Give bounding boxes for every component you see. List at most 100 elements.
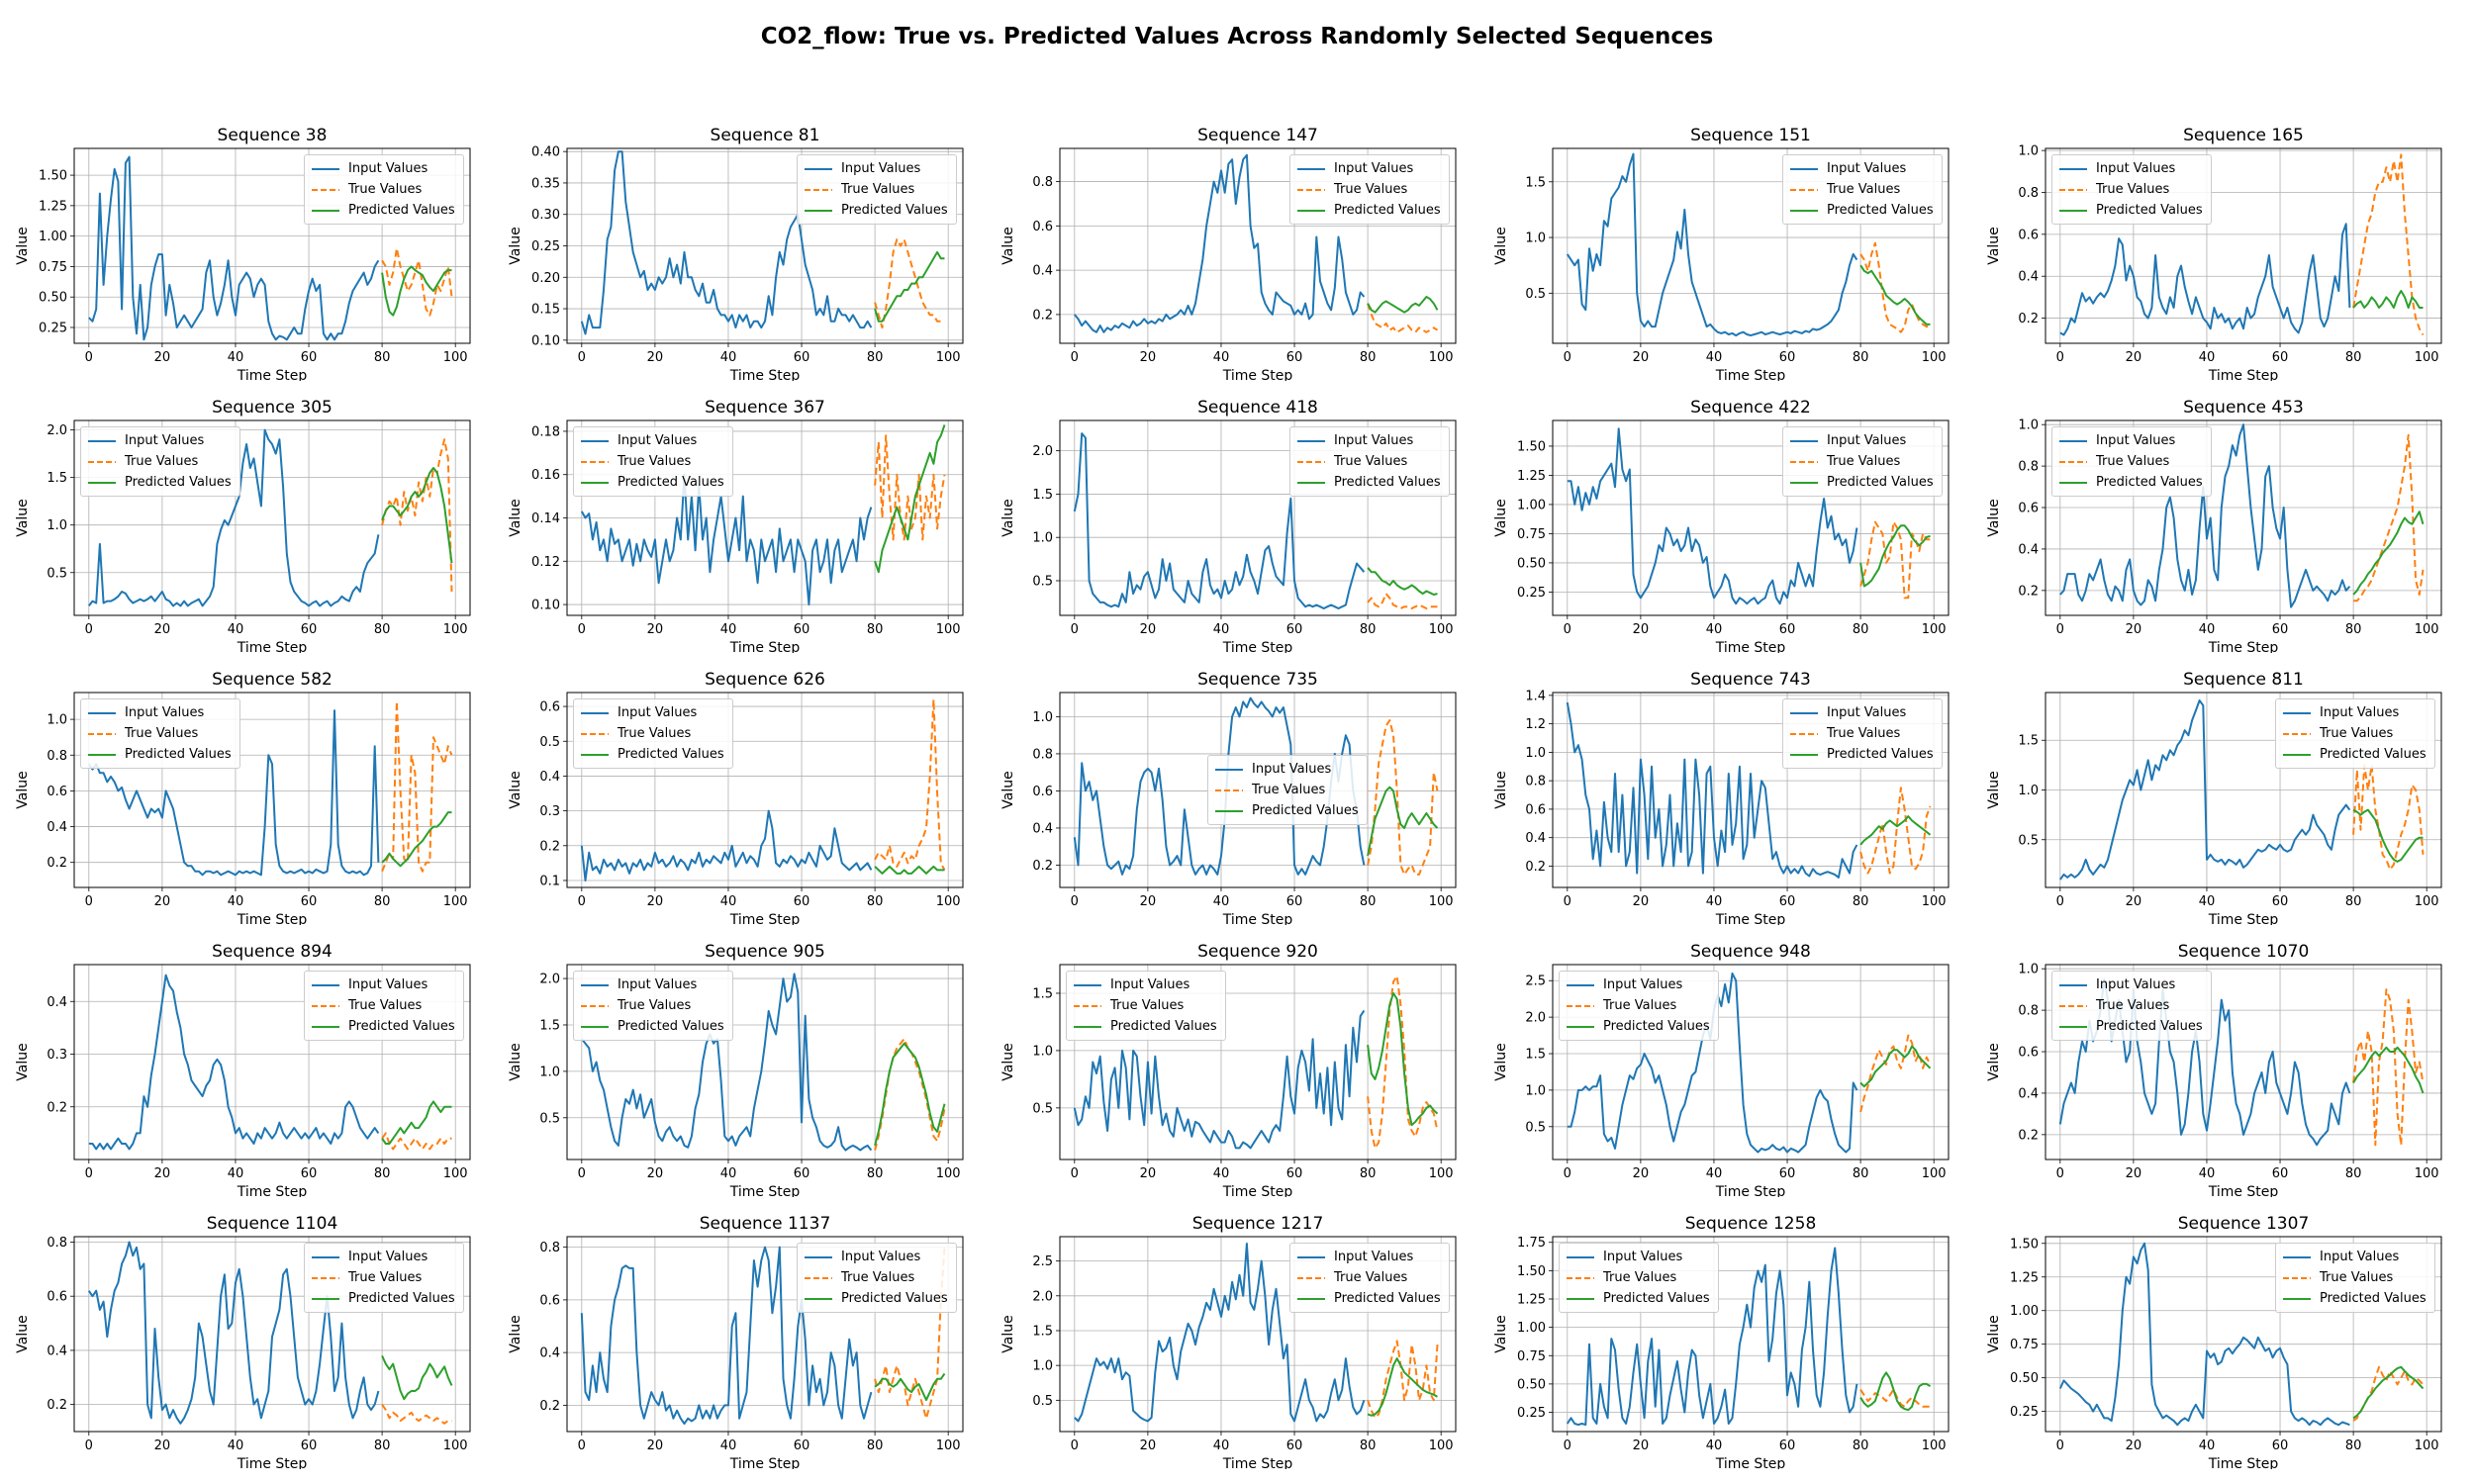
legend-item: Predicted Values — [1214, 800, 1359, 821]
x-tick-label: 20 — [647, 350, 664, 365]
y-tick-label: 0.2 — [2018, 1128, 2039, 1143]
legend-label: True Values — [2096, 998, 2170, 1013]
x-tick-label: 100 — [443, 622, 468, 637]
legend-swatch — [1567, 1276, 1594, 1279]
legend-swatch — [2059, 188, 2087, 191]
legend-item: Input Values — [1789, 430, 1934, 451]
x-tick-label: 100 — [1922, 1438, 1947, 1453]
y-tick-label: 0.14 — [531, 511, 560, 526]
x-tick-label: 40 — [720, 622, 737, 637]
series-line-predicted-values — [2352, 290, 2424, 309]
legend-item: Predicted Values — [2058, 472, 2203, 493]
x-axis-label: Time Step — [237, 1184, 308, 1197]
x-tick-label: 20 — [154, 894, 171, 909]
series-line-input-values — [580, 473, 873, 606]
legend-item: Input Values — [1296, 430, 1441, 451]
legend-label: Input Values — [618, 705, 698, 720]
x-tick-label: 100 — [1922, 622, 1947, 637]
x-axis-label: Time Step — [1222, 912, 1293, 925]
legend-label: Predicted Values — [348, 1019, 455, 1034]
legend-swatch — [1297, 167, 1325, 170]
y-tick-label: 0.10 — [531, 599, 560, 613]
legend-item: Input Values — [311, 1247, 455, 1267]
legend-swatch — [1567, 1004, 1594, 1007]
legend-label: Input Values — [1827, 433, 1907, 448]
legend-item: Predicted Values — [2282, 744, 2426, 765]
axes-frame — [566, 692, 964, 888]
x-tick-label: 0 — [2056, 1166, 2064, 1181]
legend-label: Input Values — [841, 161, 921, 176]
subplot: Sequence 367 0 20 40 60 80 100 0.10 0.12 0.14 0.16… — [493, 381, 986, 653]
legend-item: Input Values — [1789, 158, 1934, 179]
x-tick-label: 0 — [85, 1438, 93, 1453]
x-tick-label: 40 — [1706, 1166, 1723, 1181]
legend: Input Values True Values Predicted Values — [304, 1243, 464, 1313]
x-tick-label: 40 — [228, 894, 244, 909]
x-tick-label: 40 — [1213, 1166, 1230, 1181]
y-tick-label: 0.6 — [2018, 502, 2039, 516]
x-tick-label: 80 — [374, 622, 391, 637]
x-tick-label: 100 — [2415, 1166, 2439, 1181]
series-line-true-values — [1859, 241, 1931, 333]
legend-swatch — [312, 1255, 339, 1258]
x-tick-label: 100 — [936, 350, 961, 365]
legend-item: Predicted Values — [580, 1016, 724, 1037]
series-line-predicted-values — [1859, 1045, 1932, 1088]
x-tick-label: 40 — [720, 894, 737, 909]
legend-swatch — [1790, 732, 1818, 735]
legend-label: Predicted Values — [1827, 747, 1934, 762]
x-tick-label: 80 — [1360, 622, 1377, 637]
x-tick-label: 40 — [2199, 894, 2216, 909]
y-tick-label: 0.2 — [1032, 308, 1053, 323]
x-tick-label: 40 — [1706, 350, 1723, 365]
legend-label: Predicted Values — [1334, 475, 1441, 490]
x-tick-label: 40 — [720, 350, 737, 365]
axes-frame — [1552, 419, 1950, 616]
y-tick-label: 0.4 — [539, 1346, 560, 1361]
y-tick-label: 0.6 — [1032, 785, 1053, 799]
legend-label: Predicted Values — [1603, 1019, 1710, 1034]
legend-label: Predicted Values — [1334, 203, 1441, 218]
subplot-svg: Sequence 948 0 20 40 60 80 100 0.5 1.0 1.5 2.0 2.5 T… — [1493, 942, 1950, 1197]
x-tick-label: 40 — [1213, 894, 1230, 909]
legend: Input Values True Values Predicted Values — [304, 154, 464, 225]
axes-frame — [73, 1236, 471, 1433]
legend-item: Input Values — [580, 430, 724, 451]
y-tick-label: 0.6 — [539, 700, 560, 715]
subplot-title: Sequence 418 — [1197, 398, 1318, 417]
legend-item: Predicted Values — [804, 1288, 948, 1309]
series-line-input-values — [2059, 223, 2351, 336]
x-tick-label: 100 — [936, 894, 961, 909]
subplot: Sequence 38 0 20 40 60 80 100 0.25 0.50 0.75 1.00 1… — [0, 109, 493, 381]
y-tick-label: 1.5 — [1032, 1324, 1053, 1339]
y-tick-label: 1.0 — [47, 713, 67, 728]
subplot: Sequence 811 0 20 40 60 80 100 0.5 1.0 1.5 Time St… — [1971, 653, 2464, 925]
y-tick-label: 1.0 — [1032, 1044, 1053, 1059]
x-tick-label: 20 — [154, 1166, 171, 1181]
y-tick-label: 1.5 — [1032, 986, 1053, 1001]
legend-item: True Values — [1296, 1267, 1441, 1288]
legend-label: True Values — [1827, 454, 1901, 469]
subplot-svg: Sequence 418 0 20 40 60 80 100 0.5 1.0 1.5 2.0 Time… — [1000, 398, 1457, 653]
legend: Input Values True Values Predicted Values — [573, 698, 733, 769]
series-line-predicted-values — [1367, 1357, 1438, 1417]
x-tick-label: 20 — [1633, 1166, 1650, 1181]
legend-swatch — [1074, 1025, 1101, 1028]
y-tick-label: 1.0 — [1032, 531, 1053, 546]
x-tick-label: 0 — [85, 350, 93, 365]
legend-label: Input Values — [618, 433, 698, 448]
subplot-title: Sequence 151 — [1690, 126, 1811, 145]
y-tick-label: 0.6 — [1525, 802, 1546, 817]
y-tick-label: 0.4 — [2018, 1086, 2039, 1101]
legend-label: True Values — [1827, 182, 1901, 197]
legend-label: Predicted Values — [1110, 1019, 1217, 1034]
y-tick-label: 0.2 — [47, 1100, 67, 1115]
x-axis-label: Time Step — [729, 640, 801, 653]
y-tick-label: 0.20 — [531, 271, 560, 286]
x-tick-label: 60 — [794, 1438, 810, 1453]
x-tick-label: 40 — [1706, 622, 1723, 637]
series-line-input-values — [88, 155, 380, 341]
legend-label: Input Values — [1334, 1250, 1414, 1264]
y-axis-label: Value — [1493, 227, 1509, 264]
subplot-svg: Sequence 422 0 20 40 60 80 100 0.25 0.50 0.75 1.00… — [1493, 398, 1950, 653]
